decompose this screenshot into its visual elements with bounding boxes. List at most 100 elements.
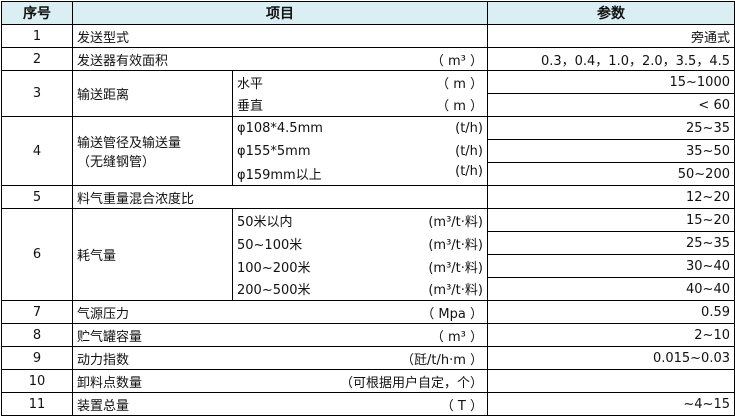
header-seq: 序号 — [1, 1, 73, 25]
item-label: 料气重量混合浓度比 — [77, 191, 195, 207]
item-cell: 发送器有效面积 （ m³ ） — [72, 47, 488, 71]
sub-item-unit: (t/h) — [455, 120, 483, 136]
param-value: 12~20 — [487, 185, 735, 209]
row-number: 1 — [1, 24, 73, 48]
sub-item-cell: φ108*4.5mm (t/h) — [232, 116, 488, 140]
item-unit: （ Mpa ） — [421, 306, 483, 322]
table-row: φ155*5mm (t/h) 35~50 — [2, 139, 735, 163]
header-param: 参数 — [487, 1, 735, 25]
sub-item-label: 100~200米 — [237, 260, 311, 276]
item-label: 输送距离 — [77, 88, 130, 103]
param-value: 50~200 — [487, 162, 735, 186]
sub-item-label: 水平 — [237, 76, 264, 92]
row-number: 6 — [1, 208, 73, 301]
table-row: 4 输送管径及输送量 （无缝钢管） φ108*4.5mm (t/h) 25~35 — [1, 116, 735, 186]
table-row: 2 发送器有效面积 （ m³ ） 0.3，0.4，1.0，2.0，3.5，4.5 — [1, 47, 735, 71]
row-number: 8 — [1, 323, 73, 347]
item-cell: 气源压力 （ Mpa ） — [72, 300, 488, 324]
row-number: 2 — [1, 47, 73, 71]
item-cell: 装置总量 （ T ） — [72, 392, 488, 416]
table-row: 9 动力指数 （瓩/t/h·m ） 0.015~0.03 — [1, 346, 735, 370]
sub-item-unit: （ m ） — [436, 76, 483, 92]
sub-item-cell: 50米以内 (m³/t·料) — [232, 208, 488, 232]
row-number: 4 — [1, 116, 73, 186]
sub-item-label: φ155*5mm — [237, 143, 311, 159]
item-label: 贮气罐容量 — [77, 329, 143, 345]
sub-item-label: 50~100米 — [237, 237, 303, 253]
row-number: 9 — [1, 346, 73, 370]
item-label: 发送器有效面积 — [77, 53, 169, 69]
row-number: 3 — [1, 70, 73, 117]
sub-item-unit: (t/h) — [455, 164, 483, 180]
item-unit: （瓩/t/h·m ） — [400, 352, 483, 368]
param-value: 15~1000 — [487, 70, 735, 94]
table-row: 1 发送型式 旁通式 — [1, 24, 735, 48]
sub-item-unit: (m³/t·料) — [428, 237, 483, 253]
header-row: 序号 项目 参数 — [1, 1, 735, 25]
param-value: 0.015~0.03 — [487, 346, 735, 370]
sub-item-unit: （ m ） — [436, 99, 483, 115]
table-row: 垂直 （ m ） < 60 — [2, 93, 735, 117]
sub-item-unit: (m³/t·料) — [428, 214, 483, 230]
table-row: 6 耗气量 50米以内 (m³/t·料) 15~20 — [1, 208, 735, 301]
param-value: 旁通式 — [487, 24, 735, 48]
header-item: 项目 — [72, 1, 488, 25]
sub-item-cell: 水平 （ m ） — [232, 70, 488, 94]
sub-item-cell: 200~500米 (m³/t·料) — [232, 277, 488, 301]
param-value: 0.3，0.4，1.0，2.0，3.5，4.5 — [487, 47, 735, 71]
item-cell: 输送距离 — [72, 70, 233, 117]
item-label: 气源压力 — [77, 306, 130, 322]
item-cell: 动力指数 （瓩/t/h·m ） — [72, 346, 488, 370]
param-value: < 60 — [487, 93, 735, 117]
sub-item-cell: φ159mm以上 (t/h) — [232, 162, 488, 186]
table-row: 8 贮气罐容量 （ m³ ） 2~10 — [1, 323, 735, 347]
sub-item-label: 200~500米 — [237, 283, 311, 299]
item-label: 输送管径及输送量 — [77, 136, 182, 151]
item-unit: （ m³ ） — [430, 329, 483, 345]
item-label: 装置总量 — [77, 398, 130, 414]
item-unit: （ m³ ） — [430, 53, 483, 69]
item-cell: 贮气罐容量 （ m³ ） — [72, 323, 488, 347]
sub-item-unit: (m³/t·料) — [428, 283, 483, 299]
param-value: 25~35 — [487, 231, 735, 255]
param-value: 25~35 — [487, 116, 735, 140]
row-number: 5 — [1, 185, 73, 209]
sub-item-cell: φ155*5mm (t/h) — [232, 139, 488, 163]
param-value: 2~10 — [487, 323, 735, 347]
item-cell: 输送管径及输送量 （无缝钢管） — [72, 116, 233, 186]
item-label-note: （无缝钢管） — [77, 155, 156, 170]
table-row: 5 料气重量混合浓度比 12~20 — [1, 185, 735, 209]
item-label: 卸料点数量 — [77, 375, 143, 391]
row-number: 10 — [1, 369, 73, 393]
param-value: 15~20 — [487, 208, 735, 232]
sub-item-cell: 50~100米 (m³/t·料) — [232, 231, 488, 255]
item-cell: 卸料点数量 （可根据用户自定，个） — [72, 369, 488, 393]
sub-item-cell: 垂直 （ m ） — [232, 93, 488, 117]
param-value: 35~50 — [487, 139, 735, 163]
sub-item-cell: 100~200米 (m³/t·料) — [232, 254, 488, 278]
sub-item-label: φ108*4.5mm — [237, 120, 323, 136]
sub-item-label: 垂直 — [237, 99, 264, 115]
param-value: 0.59 — [487, 300, 735, 324]
table-row: 50~100米 (m³/t·料) 25~35 — [2, 231, 735, 255]
item-label: 动力指数 — [77, 352, 130, 368]
param-value: 30~40 — [487, 254, 735, 278]
table-row: 7 气源压力 （ Mpa ） 0.59 — [1, 300, 735, 324]
item-unit: （可根据用户自定，个） — [339, 375, 483, 391]
item-cell: 料气重量混合浓度比 — [72, 185, 488, 209]
table-row: 11 装置总量 （ T ） ~4~15 — [1, 392, 735, 416]
param-value — [487, 369, 735, 393]
table-row: 3 输送距离 水平 （ m ） 15~1000 — [1, 70, 735, 117]
row-number: 7 — [1, 300, 73, 324]
sub-item-label: φ159mm以上 — [237, 168, 322, 184]
item-unit: （ T ） — [440, 398, 483, 414]
item-cell: 发送型式 — [72, 24, 488, 48]
param-value: ~4~15 — [487, 392, 735, 416]
sub-item-unit: (m³/t·料) — [428, 260, 483, 276]
table-row: 10 卸料点数量 （可根据用户自定，个） — [1, 369, 735, 393]
param-value: 40~40 — [487, 277, 735, 301]
table-row: 200~500米 (m³/t·料) 40~40 — [2, 277, 735, 301]
row-number: 11 — [1, 392, 73, 416]
item-label: 耗气量 — [77, 249, 117, 264]
item-cell: 耗气量 — [72, 208, 233, 301]
